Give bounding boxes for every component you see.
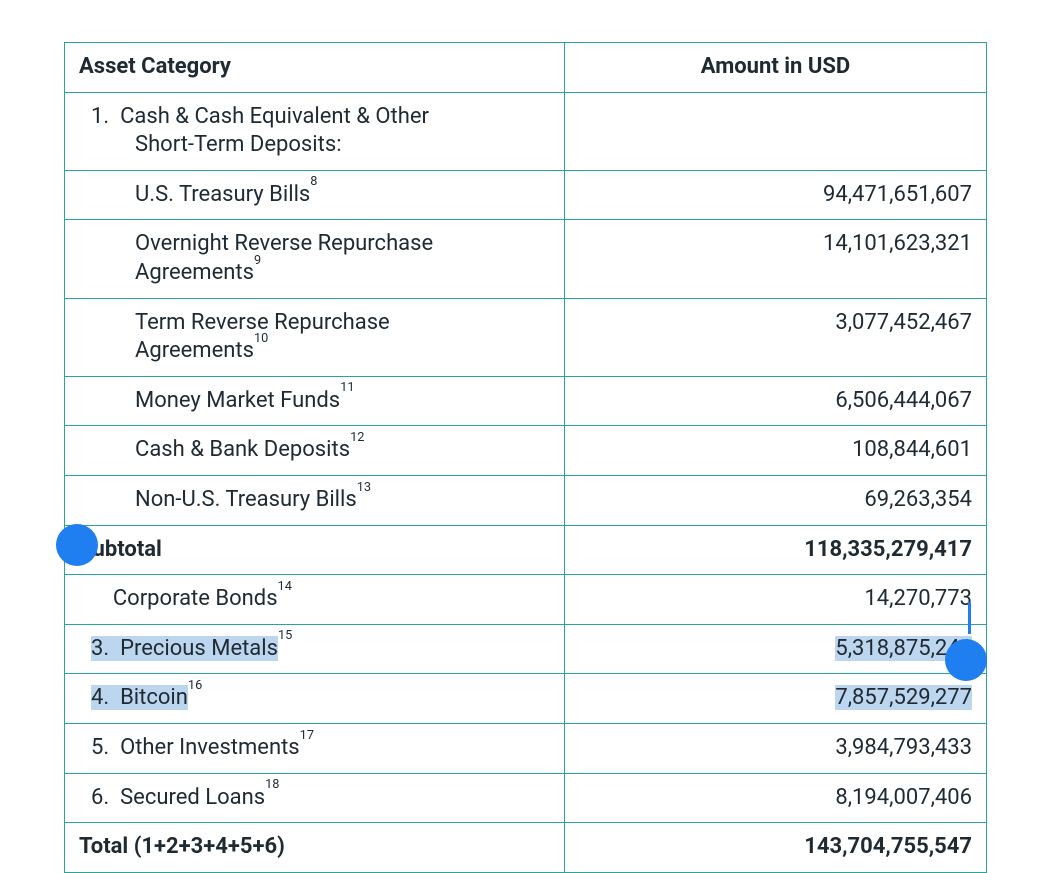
sup-cash: 12 [350, 430, 364, 445]
amount-other: 3,984,793,433 [565, 723, 987, 773]
label-metal: Precious Metals [120, 636, 278, 661]
row-orr: Overnight Reverse Repurchase Agreements9… [65, 220, 987, 298]
number-corp-hidden [91, 586, 107, 611]
label-trr-l2: Agreements [135, 338, 254, 363]
selection-handle-start-icon[interactable] [56, 524, 98, 566]
row-trr: Term Reverse Repurchase Agreements10 3,0… [65, 298, 987, 376]
number-metal: 3. [91, 636, 109, 661]
label-orr-l1: Overnight Reverse Repurchase [79, 230, 550, 259]
label-corp: Corporate Bonds [113, 586, 278, 611]
row-other-investments: 5. Other Investments17 3,984,793,433 [65, 723, 987, 773]
header-amount: Amount in USD [565, 43, 987, 93]
label-us-tbills: U.S. Treasury Bills [135, 182, 310, 207]
row-secured-loans: 6. Secured Loans18 8,194,007,406 [65, 773, 987, 823]
label-non-us: Non-U.S. Treasury Bills [135, 487, 357, 512]
amount-total: 143,704,755,547 [565, 823, 987, 873]
sup-loans: 18 [265, 777, 279, 792]
label-trr-l1: Term Reverse Repurchase [79, 309, 550, 338]
asset-table: Asset Category Amount in USD 1. Cash & C… [64, 42, 987, 873]
amount-subtotal: 118,335,279,417 [565, 525, 987, 575]
row-bitcoin: 4. Bitcoin16 7,857,529,277 [65, 674, 987, 724]
number-other: 5. [91, 735, 109, 760]
selection-handle-end-icon[interactable] [945, 639, 987, 681]
label-loans: Secured Loans [120, 785, 265, 810]
table-header-row: Asset Category Amount in USD [65, 43, 987, 93]
amount-loans: 8,194,007,406 [565, 773, 987, 823]
cell-section-1-amount [565, 92, 987, 170]
page: Asset Category Amount in USD 1. Cash & C… [0, 0, 1050, 801]
number-loans: 6. [91, 785, 109, 810]
section-1-number: 1. [91, 104, 109, 129]
row-section-1: 1. Cash & Cash Equivalent & Other Short-… [65, 92, 987, 170]
amount-non-us: 69,263,354 [565, 475, 987, 525]
amount-orr: 14,101,623,321 [565, 220, 987, 298]
amount-corp: 14,270,773 [565, 575, 987, 625]
row-mmf: Money Market Funds11 6,506,444,067 [65, 376, 987, 426]
header-category: Asset Category [65, 43, 565, 93]
row-us-tbills: U.S. Treasury Bills8 94,471,651,607 [65, 170, 987, 220]
sup-non-us: 13 [357, 480, 371, 495]
amount-btc: 7,857,529,277 [835, 685, 972, 710]
label-subtotal: Subtotal [65, 525, 565, 575]
label-total: Total (1+2+3+4+5+6) [65, 823, 565, 873]
row-total: Total (1+2+3+4+5+6) 143,704,755,547 [65, 823, 987, 873]
number-btc: 4. [91, 685, 109, 710]
sup-us-tbills: 8 [310, 174, 317, 189]
section-1-title-l1: Cash & Cash Equivalent & Other [120, 104, 429, 129]
amount-trr: 3,077,452,467 [565, 298, 987, 376]
sup-btc: 16 [188, 678, 202, 693]
sup-corp: 14 [278, 579, 292, 594]
sup-orr: 9 [254, 253, 261, 268]
row-cash: Cash & Bank Deposits12 108,844,601 [65, 426, 987, 476]
cell-section-1: 1. Cash & Cash Equivalent & Other Short-… [65, 92, 565, 170]
label-mmf: Money Market Funds [135, 388, 340, 413]
label-orr-l2: Agreements [135, 260, 254, 285]
row-corporate-bonds: Corporate Bonds14 14,270,773 [65, 575, 987, 625]
section-1-title-l2: Short-Term Deposits: [79, 131, 550, 160]
row-precious-metals: 3. Precious Metals15 5,318,875,241 [65, 624, 987, 674]
amount-mmf: 6,506,444,067 [565, 376, 987, 426]
amount-us-tbills: 94,471,651,607 [565, 170, 987, 220]
sup-mmf: 11 [340, 380, 354, 395]
sup-metal: 15 [278, 628, 292, 643]
selection-caret-icon [968, 602, 971, 634]
amount-cash: 108,844,601 [565, 426, 987, 476]
sup-other: 17 [300, 728, 314, 743]
row-subtotal: Subtotal 118,335,279,417 [65, 525, 987, 575]
label-btc: Bitcoin [120, 685, 188, 710]
row-non-us: Non-U.S. Treasury Bills13 69,263,354 [65, 475, 987, 525]
label-other: Other Investments [120, 735, 300, 760]
label-cash: Cash & Bank Deposits [135, 437, 350, 462]
sup-trr: 10 [254, 331, 268, 346]
